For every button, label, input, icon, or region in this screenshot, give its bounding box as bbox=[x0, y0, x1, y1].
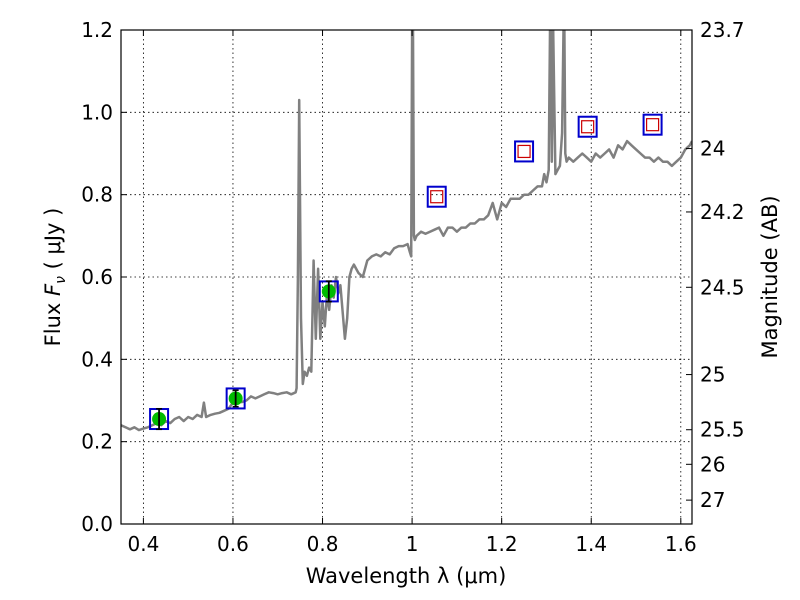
y-tick-label: 0.4 bbox=[81, 347, 113, 371]
model-square bbox=[577, 115, 598, 138]
x-tick-label: 0.4 bbox=[127, 532, 159, 556]
right-tick-label: 23.7 bbox=[700, 18, 745, 42]
right-tick-label: 26 bbox=[700, 452, 725, 476]
tick-marks bbox=[121, 29, 692, 525]
y-tick-label: 1.0 bbox=[81, 100, 113, 124]
upper-limit-marker bbox=[645, 118, 660, 132]
upper-limit-marker bbox=[581, 120, 595, 134]
right-tick-label: 24 bbox=[700, 137, 725, 161]
y-tick-label: 0.6 bbox=[81, 265, 113, 289]
grid bbox=[121, 29, 692, 525]
x-tick-label: 1.2 bbox=[486, 532, 518, 556]
x-tick-label: 0.8 bbox=[307, 532, 339, 556]
y-tick-label: 1.2 bbox=[81, 18, 113, 42]
x-tick-label: 1.4 bbox=[575, 532, 607, 556]
right-tick-label: 24.2 bbox=[700, 200, 745, 224]
y-axis-label-sub: ν bbox=[53, 276, 69, 284]
y-axis-label-var: F bbox=[41, 283, 65, 296]
upper-limit-marker bbox=[430, 190, 444, 204]
x-tick-labels: 0.4 0.6 0.8 1 1.2 1.4 1.6 bbox=[127, 532, 696, 556]
y-tick-label: 0.8 bbox=[81, 183, 113, 207]
spectrum-line bbox=[121, 30, 692, 432]
x-tick-label: 1 bbox=[406, 532, 419, 556]
y-tick-labels: 0.0 0.2 0.4 0.6 0.8 1.0 1.2 bbox=[81, 18, 113, 536]
x-axis-label: Wavelength λ (μm) bbox=[306, 564, 507, 588]
y-tick-label: 0.0 bbox=[81, 512, 113, 536]
x-tick-label: 1.6 bbox=[665, 532, 697, 556]
right-tick-label: 25.5 bbox=[700, 418, 745, 442]
y-tick-label: 0.2 bbox=[81, 430, 113, 454]
model-square bbox=[514, 140, 535, 163]
right-tick-label: 24.5 bbox=[700, 275, 745, 299]
model-square bbox=[642, 113, 663, 136]
right-tick-label: 25 bbox=[700, 363, 725, 387]
right-tick-label: 27 bbox=[700, 488, 725, 512]
upper-limit-marker bbox=[517, 144, 531, 159]
y-axis-label-prefix: Flux bbox=[41, 296, 65, 346]
spectrum-series bbox=[121, 30, 692, 432]
y-axis-label: Flux Fν ( μJy ) bbox=[41, 208, 69, 347]
right-tick-labels: 23.7 24 24.2 24.5 25 25.5 26 27 bbox=[700, 18, 745, 512]
y-axis-label-suffix: ( μJy ) bbox=[41, 208, 65, 276]
model-square bbox=[225, 387, 246, 410]
photometry-points bbox=[149, 113, 663, 431]
model-square bbox=[426, 185, 447, 208]
x-tick-label: 0.6 bbox=[217, 532, 249, 556]
right-axis-label: Magnitude (AB) bbox=[758, 195, 782, 358]
